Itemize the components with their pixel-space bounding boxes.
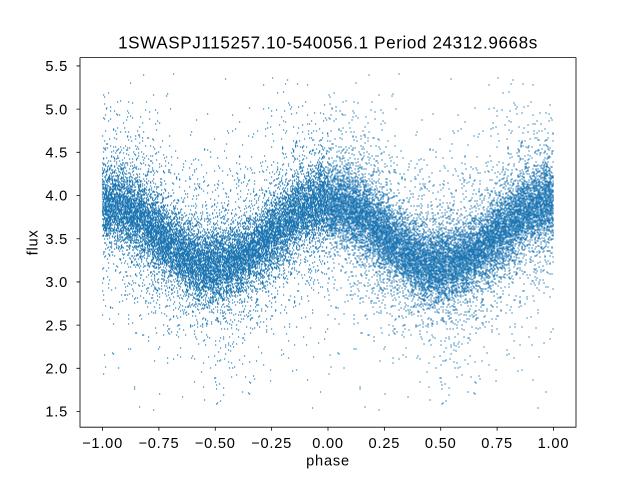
svg-text:3.5: 3.5 bbox=[45, 232, 68, 248]
svg-text:−0.50: −0.50 bbox=[195, 436, 236, 452]
svg-text:4.0: 4.0 bbox=[45, 189, 68, 205]
svg-text:5.0: 5.0 bbox=[45, 102, 68, 118]
svg-text:1SWASPJ115257.10-540056.1 Peri: 1SWASPJ115257.10-540056.1 Period 24312.9… bbox=[118, 34, 538, 53]
svg-text:0.50: 0.50 bbox=[425, 436, 457, 452]
svg-text:−1.00: −1.00 bbox=[82, 436, 123, 452]
svg-text:2.5: 2.5 bbox=[45, 318, 68, 334]
svg-text:flux: flux bbox=[26, 229, 42, 255]
svg-text:−0.25: −0.25 bbox=[251, 436, 292, 452]
svg-text:3.0: 3.0 bbox=[45, 275, 68, 291]
svg-text:0.25: 0.25 bbox=[369, 436, 401, 452]
svg-text:2.0: 2.0 bbox=[45, 362, 68, 378]
svg-text:0.00: 0.00 bbox=[312, 436, 344, 452]
svg-text:1.00: 1.00 bbox=[538, 436, 570, 452]
svg-text:0.75: 0.75 bbox=[481, 436, 513, 452]
svg-text:5.5: 5.5 bbox=[45, 59, 68, 75]
svg-text:phase: phase bbox=[306, 454, 350, 470]
svg-text:1.5: 1.5 bbox=[45, 405, 68, 421]
svg-text:−0.75: −0.75 bbox=[138, 436, 179, 452]
svg-text:4.5: 4.5 bbox=[45, 146, 68, 162]
